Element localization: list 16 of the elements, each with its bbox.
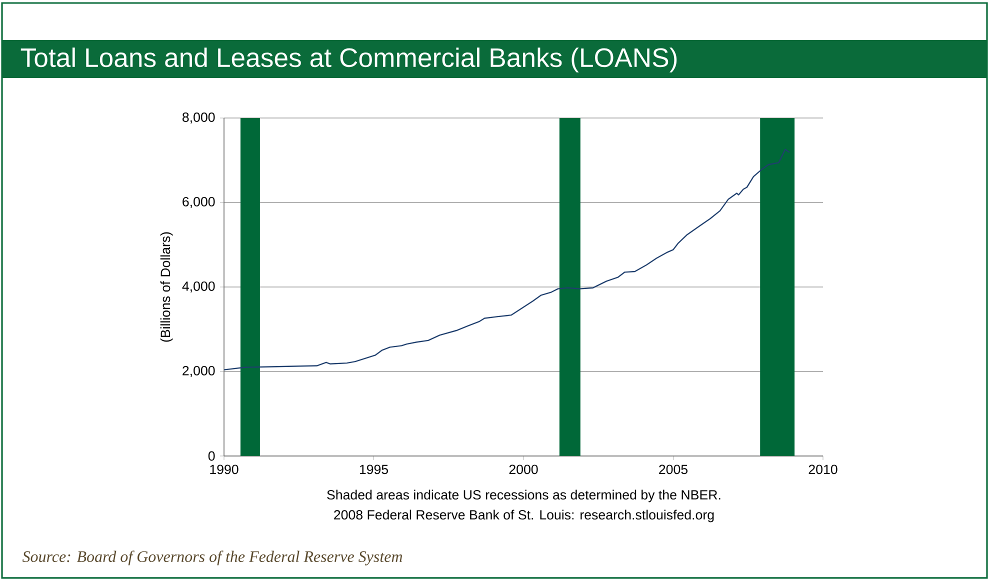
line-series xyxy=(223,148,790,370)
y-axis-title: (Billions of Dollars) xyxy=(160,232,173,342)
x-tick-label: 2010 xyxy=(808,464,838,474)
source-note: Source: Board of Governors of the Federal Reserve System xyxy=(22,550,402,566)
text: 2008 Federal Reserve Bank of St. Louis: research.stlouisfed.org xyxy=(334,510,714,522)
y-tick-label: 8,000 xyxy=(182,112,215,124)
x-tick-label: 2000 xyxy=(509,464,538,474)
y-tick-label: 6,000 xyxy=(182,196,215,208)
x-tick-label: 1990 xyxy=(210,464,238,474)
x-tick-label: 2005 xyxy=(659,464,688,474)
y-tick-label: 4,000 xyxy=(182,281,215,293)
x-tick-label: 1995 xyxy=(360,464,388,474)
text: Shaded areas indicate US recessions as determined by the NBER. xyxy=(327,490,720,502)
chart-title: Total Loans and Leases at Commercial Banks (LOANS) xyxy=(20,48,677,72)
y-tick-label: 2,000 xyxy=(182,366,215,378)
y-tick-label: 0 xyxy=(208,451,215,461)
